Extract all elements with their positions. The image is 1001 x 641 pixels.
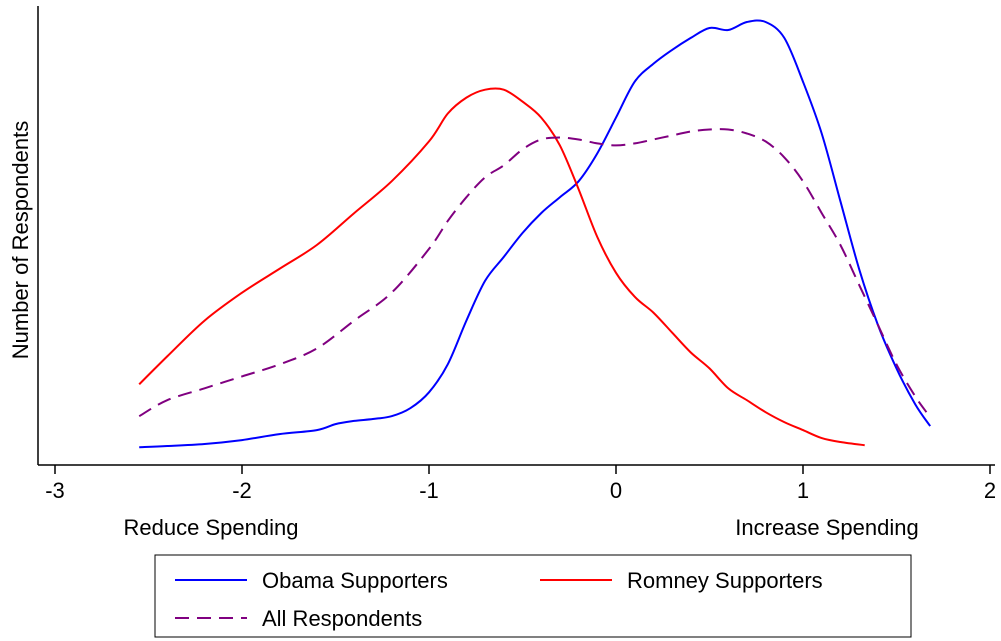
legend-label: Obama Supporters — [262, 568, 448, 593]
x-tick-label: -1 — [419, 478, 439, 503]
legend-items: Obama Supporters Romney Supporters All Res… — [175, 568, 823, 631]
x-annotation-right: Increase Spending — [735, 515, 918, 540]
legend-label: Romney Supporters — [627, 568, 823, 593]
x-tick-label: 2 — [984, 478, 996, 503]
x-tick-label: 0 — [610, 478, 622, 503]
series-line-all-respondents — [138, 128, 928, 418]
x-tick-label: 1 — [797, 478, 809, 503]
x-annotation-left: Reduce Spending — [124, 515, 299, 540]
x-tick-label: -3 — [45, 478, 65, 503]
series-lines — [138, 19, 932, 449]
legend-label: All Respondents — [262, 606, 422, 631]
y-axis-title: Number of Respondents — [8, 121, 33, 359]
x-tick-label: -2 — [232, 478, 252, 503]
x-axis-ticks: -3 -2 -1 0 1 2 — [45, 465, 996, 503]
series-line-romney-supporters — [138, 87, 865, 447]
series-line-obama-supporters — [139, 19, 932, 449]
legend-box — [154, 554, 912, 638]
legend: Obama Supporters Romney Supporters All Res… — [154, 554, 912, 638]
